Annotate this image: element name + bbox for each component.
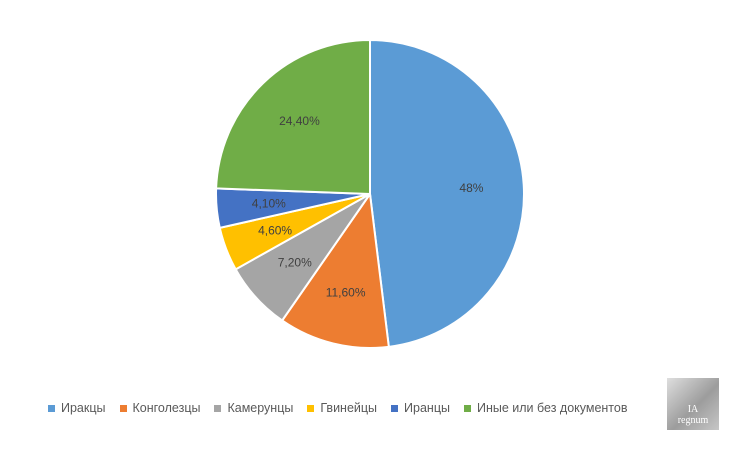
legend-label: Иные или без документов: [476, 401, 628, 415]
legend-swatch: [463, 404, 471, 412]
data-label: 4,10%: [252, 196, 286, 210]
data-label: 48%: [459, 181, 483, 195]
slice-iraqis: [369, 38, 525, 348]
legend-label: Иракцы: [61, 401, 106, 415]
data-label: 24,40%: [279, 114, 320, 128]
legend-swatch: [48, 404, 55, 412]
pie-chart: 48% 11,60% 7,20% 4,60% 4,10% 24,40%: [215, 38, 525, 349]
legend-swatch: [119, 404, 127, 412]
data-label: 4,60%: [258, 223, 292, 237]
legend-item-guineans: Гвинейцы: [307, 401, 377, 415]
legend-item-iranians: Иранцы: [391, 401, 450, 415]
legend-label: Гвинейцы: [320, 401, 378, 415]
legend-swatch: [214, 404, 222, 412]
legend-item-other: Иные или без документов: [463, 401, 628, 415]
legend-swatch: [307, 404, 315, 412]
data-label: 11,60%: [326, 286, 366, 300]
watermark-logo-text: IA: [687, 404, 699, 415]
legend-item-iraqis: Иракцы: [48, 401, 106, 415]
legend-item-congolese: Конголезцы: [119, 401, 201, 415]
watermark-text: regnum: [677, 415, 709, 426]
data-label: 7,20%: [278, 255, 312, 269]
legend-label: Иранцы: [404, 401, 450, 415]
legend-label: Камерунцы: [227, 401, 294, 415]
chart-legend: Иракцы Конголезцы Камерунцы Гвинейцы Ира…: [48, 398, 642, 418]
regnum-watermark-logo: IA regnum: [667, 378, 719, 430]
slice-other: [215, 38, 371, 196]
slice-congolese: [280, 191, 390, 349]
legend-swatch: [391, 404, 399, 412]
legend-item-cameroonians: Камерунцы: [214, 401, 293, 415]
legend-label: Конголезцы: [132, 401, 201, 415]
